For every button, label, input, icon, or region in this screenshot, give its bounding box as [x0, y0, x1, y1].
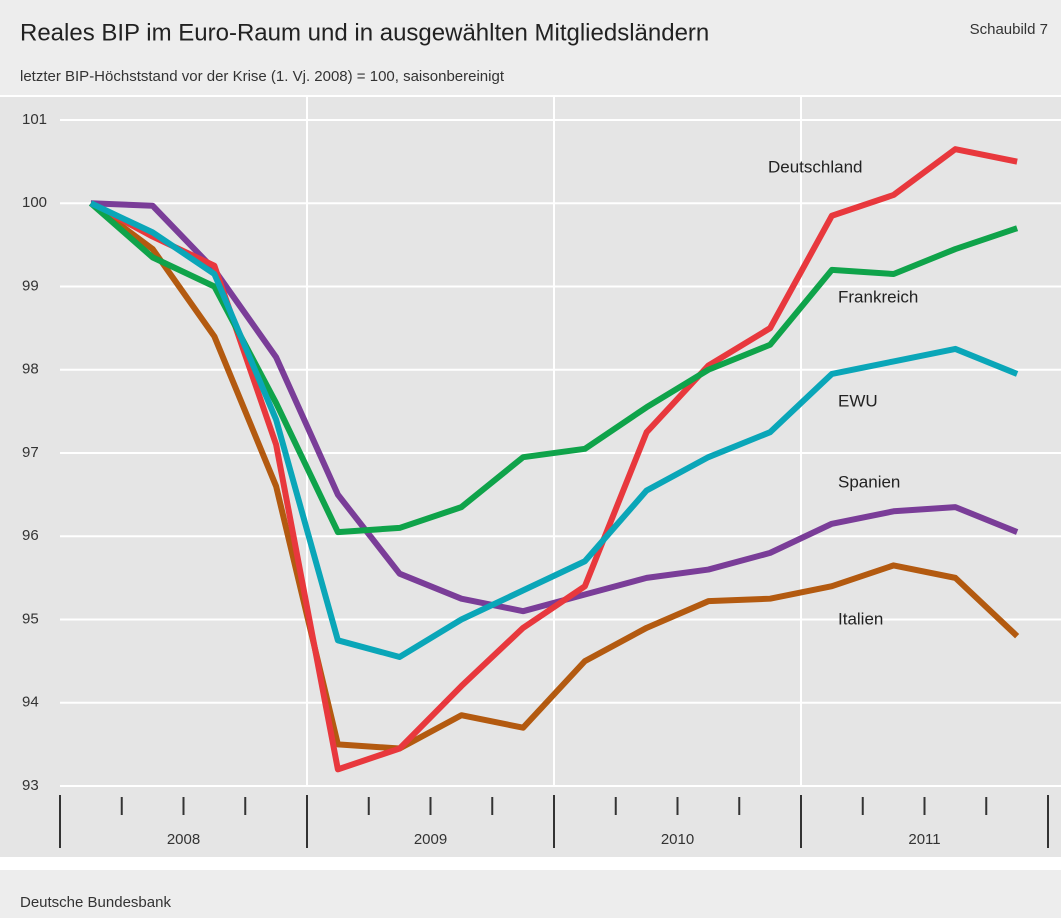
- y-tick-label: 95: [22, 610, 39, 627]
- series-label: Frankreich: [838, 287, 918, 306]
- y-tick-label: 94: [22, 694, 39, 711]
- y-tick-label: 96: [22, 527, 39, 544]
- y-tick-label: 101: [22, 111, 47, 128]
- year-label: 2011: [908, 831, 940, 848]
- y-tick-label: 93: [22, 777, 39, 794]
- plot-bg: [0, 97, 1061, 857]
- series-label: EWU: [838, 391, 878, 410]
- series-line: [89, 200, 1020, 752]
- series-line: [90, 200, 1019, 615]
- figure-label: Schaubild 7: [970, 21, 1048, 38]
- year-label: 2009: [414, 831, 447, 848]
- series-line: [89, 146, 1018, 773]
- header-bg: [0, 0, 1061, 95]
- year-label: 2010: [661, 831, 694, 848]
- chart-title: Reales BIP im Euro-Raum und in ausgewähl…: [20, 19, 709, 46]
- series-label: Deutschland: [768, 157, 863, 176]
- series-label: Italien: [838, 609, 883, 628]
- footer-bg: [0, 870, 1061, 918]
- year-label: 2008: [167, 831, 200, 848]
- y-tick-label: 97: [22, 444, 39, 461]
- y-tick-label: 100: [22, 194, 47, 211]
- y-tick-label: 99: [22, 277, 39, 294]
- subtitle: letzter BIP-Höchststand vor der Krise (1…: [20, 68, 505, 85]
- series-line: [89, 200, 1019, 660]
- source: Deutsche Bundesbank: [20, 894, 171, 911]
- series-label: Spanien: [838, 472, 900, 491]
- y-tick-label: 98: [22, 361, 39, 378]
